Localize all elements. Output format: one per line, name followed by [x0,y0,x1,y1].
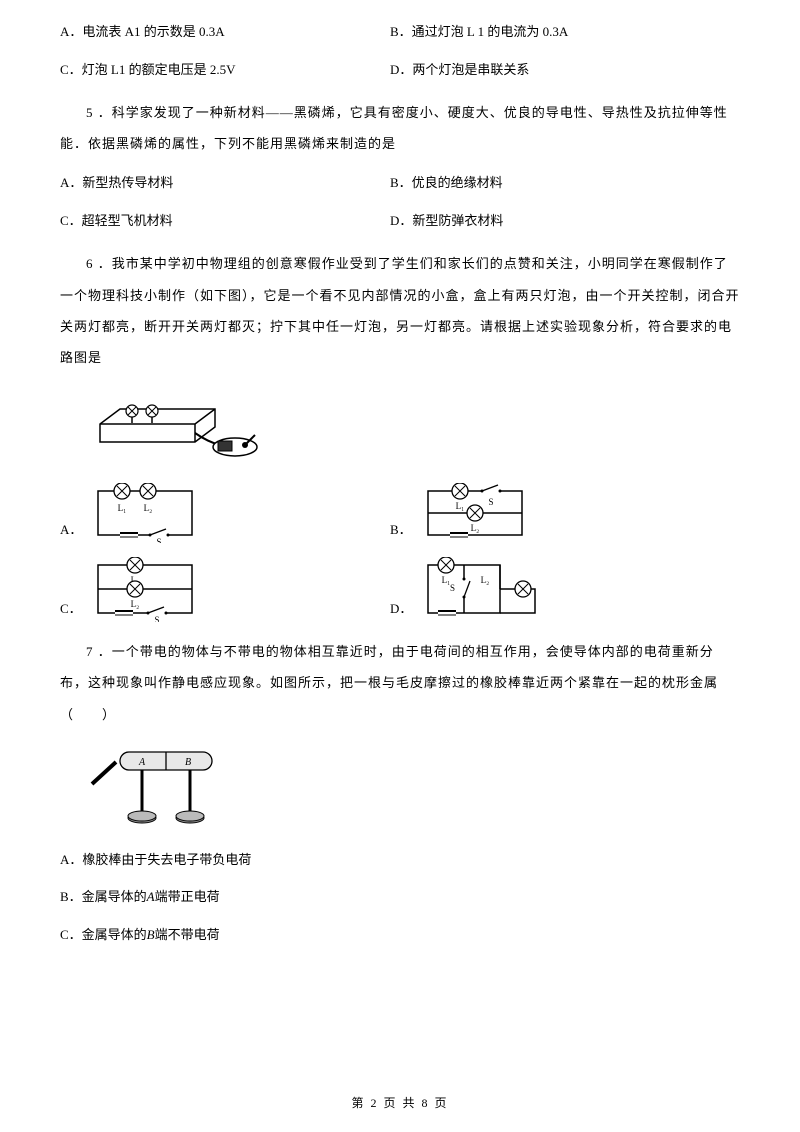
circuit-c-icon: L₁ L₂ S [90,557,200,622]
svg-text:A: A [138,757,146,768]
induction-diagram: A B [90,744,740,834]
q4-row-1: A．电流表 A1 的示数是 0.3A B．通过灯泡 L 1 的电流为 0.3A [60,22,740,42]
q6-opt-b: B． [390,520,412,544]
q5-num: 5 ． [86,105,112,120]
q5-opt-a: A．新型热传导材料 [60,173,390,193]
q6-circuit-row-1: A． L₁ L₂ S B． L₁ [60,483,740,543]
svg-text:S: S [157,537,162,543]
q5-text: 5 ．科学家发现了一种新材料——黑磷烯，它具有密度小、硬度大、优良的导电性、导热… [60,97,740,159]
circuit-b-icon: L₁ S L₂ [420,483,530,543]
q4-opt-b: B．通过灯泡 L 1 的电流为 0.3A [390,22,740,42]
box-diagram [90,387,740,467]
q6-opt-a: A． [60,520,82,544]
q4-opt-d: D．两个灯泡是串联关系 [390,60,740,80]
q7-body: 一个带电的物体与不带电的物体相互靠近时，由于电荷间的相互作用，会使导体内部的电荷… [60,644,718,721]
svg-text:L₂: L₂ [130,599,139,609]
q5-body: 科学家发现了一种新材料——黑磷烯，它具有密度小、硬度大、优良的导电性、导热性及抗… [60,105,728,151]
q4-row-2: C．灯泡 L1 的额定电压是 2.5V D．两个灯泡是串联关系 [60,60,740,80]
q5-opt-c: C．超轻型飞机材料 [60,211,390,231]
q5-row-1: A．新型热传导材料 B．优良的绝缘材料 [60,173,740,193]
circuit-a-icon: L₁ L₂ S [90,483,200,543]
q4-opt-c: C．灯泡 L1 的额定电压是 2.5V [60,60,390,80]
svg-text:L₂: L₂ [481,575,490,585]
svg-text:L₁: L₁ [118,503,127,513]
q6-num: 6 ． [86,256,112,271]
q7-opt-c: C．金属导体的B端不带电荷 [60,925,740,945]
svg-text:L₂: L₂ [470,523,479,533]
q6-opt-c: C． [60,599,82,623]
q7-opt-a: A．橡胶棒由于失去电子带负电荷 [60,850,740,870]
svg-text:B: B [185,757,191,768]
q7-opt-b: B．金属导体的A端带正电荷 [60,887,740,907]
q6-text: 6 ．我市某中学初中物理组的创意寒假作业受到了学生们和家长们的点赞和关注，小明同… [60,248,740,373]
q6-body: 我市某中学初中物理组的创意寒假作业受到了学生们和家长们的点赞和关注，小明同学在寒… [60,256,740,365]
q5-row-2: C．超轻型飞机材料 D．新型防弹衣材料 [60,211,740,231]
svg-text:S: S [488,497,493,507]
svg-text:L₁: L₁ [455,501,464,511]
q6-opt-d: D． [390,599,412,623]
q5-opt-d: D．新型防弹衣材料 [390,211,740,231]
page-footer: 第 2 页 共 8 页 [0,1094,800,1112]
svg-text:S: S [450,583,455,593]
q6-circuit-row-2: C． L₁ L₂ S D． L₁ [60,557,740,622]
q5-opt-b: B．优良的绝缘材料 [390,173,740,193]
q7-num: 7 ． [86,644,112,659]
q4-opt-a: A．电流表 A1 的示数是 0.3A [60,22,390,42]
svg-text:S: S [154,615,159,622]
q7-text: 7 ．一个带电的物体与不带电的物体相互靠近时，由于电荷间的相互作用，会使导体内部… [60,636,740,730]
svg-text:L₂: L₂ [144,503,153,513]
circuit-d-icon: L₁ S L₂ [420,557,540,622]
